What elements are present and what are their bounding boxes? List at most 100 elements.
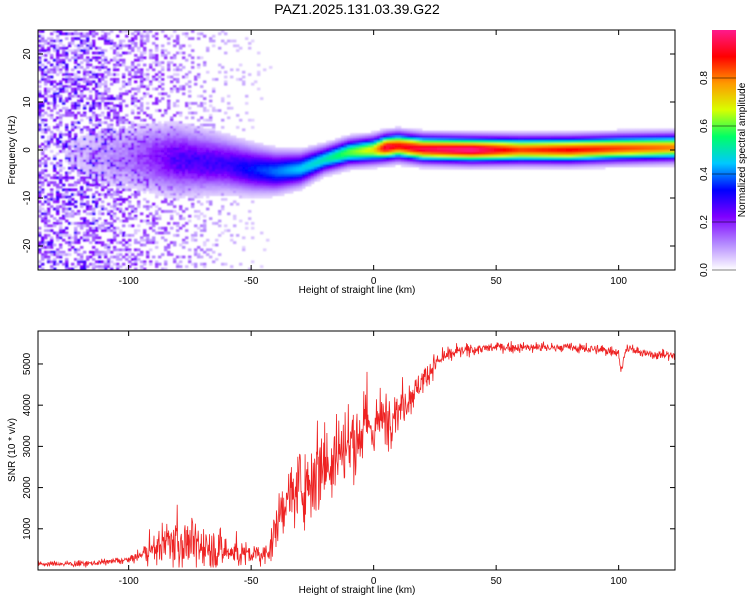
spectrogram-cell (116, 265, 120, 268)
spectrogram-cell (74, 166, 78, 170)
spectrogram-cell (251, 159, 255, 163)
spectrogram-cell (203, 150, 207, 153)
spectrogram-cell (206, 46, 210, 50)
spectrogram-cell (68, 214, 72, 218)
spectrogram-cell (152, 241, 156, 244)
spectrogram-cell (203, 118, 207, 122)
spectrogram-cell (47, 207, 51, 211)
spectrogram-cell (365, 142, 369, 146)
spectrogram-cell (413, 159, 417, 163)
spectrogram-cell (188, 198, 192, 201)
spectrogram-cell (122, 51, 126, 55)
spectrogram-cell (233, 190, 237, 194)
spectrogram-cell (140, 37, 144, 40)
spectrogram-cell (200, 224, 204, 228)
spectrogram-cell (446, 145, 450, 148)
spectrogram-cell (92, 181, 96, 184)
spectrogram-cell (41, 30, 45, 33)
spectrogram-cell (329, 174, 333, 177)
spectrogram-cell (194, 186, 198, 189)
spectrogram-cell (263, 159, 267, 163)
spectrogram-cell (92, 56, 96, 60)
spectrogram-cell (194, 150, 198, 153)
spectrogram-cell (113, 111, 117, 115)
spectrogram-cell (110, 109, 114, 112)
spectrogram-cell (155, 217, 159, 220)
spectrogram-cell (242, 159, 246, 163)
spectrogram-cell (194, 214, 198, 218)
spectrogram-cell (170, 140, 174, 144)
spectrogram-cell (221, 99, 225, 103)
spectrogram-cell (494, 140, 498, 144)
spectrogram-cell (179, 51, 183, 55)
spectrogram-cell (413, 135, 417, 139)
spectrogram-cell (257, 166, 261, 170)
spectrogram-cell (434, 135, 438, 139)
spectrogram-cell (197, 162, 201, 165)
spectrogram-cell (92, 116, 96, 120)
spectrogram-cell (38, 186, 42, 189)
spectrogram-cell (122, 157, 126, 160)
spectrogram-cell (194, 140, 198, 144)
spectrogram-cell (413, 133, 417, 136)
spectrogram-cell (176, 176, 180, 180)
spectrogram-cell (104, 154, 108, 158)
spectrogram-cell (425, 162, 429, 165)
spectrogram-cell (203, 97, 207, 100)
spectrogram-cell (44, 92, 48, 96)
spectrogram-cell (152, 61, 156, 64)
spectrogram-cell (347, 152, 351, 156)
spectrogram-cell (116, 174, 120, 177)
spectrogram-cell (140, 54, 144, 57)
spectrogram-cell (197, 63, 201, 67)
spectrogram-cell (188, 162, 192, 165)
spectrogram-cell (137, 147, 141, 151)
spectrogram-cell (62, 102, 66, 105)
spectrogram-cell (470, 133, 474, 136)
spectrogram-cell (149, 222, 153, 225)
spectrogram-cell (386, 138, 390, 141)
spectrogram-cell (467, 159, 471, 163)
spectrogram-cell (224, 147, 228, 151)
spectrogram-cell (443, 164, 447, 168)
spectrogram-cell (161, 210, 165, 213)
spectrogram-cell (101, 250, 105, 254)
spectrogram-cell (107, 226, 111, 230)
spectrogram-cell (167, 164, 171, 168)
spectrogram-cell (206, 118, 210, 122)
spectrogram-cell (95, 152, 99, 156)
spectrogram-cell (170, 75, 174, 79)
spectrogram-cell (491, 152, 495, 156)
spectrogram-cell (104, 87, 108, 91)
spectrogram-cell (236, 49, 240, 52)
spectrogram-cell (134, 75, 138, 79)
spectrogram-cell (161, 176, 165, 180)
spectrogram-cell (275, 190, 279, 194)
spectrogram-cell (170, 87, 174, 91)
spectrogram-cell (380, 142, 384, 146)
spectrogram-cell (314, 157, 318, 160)
spectrogram-cell (167, 166, 171, 170)
spectrogram-cell (434, 152, 438, 156)
spectrogram-cell (404, 138, 408, 141)
spectrogram-cell (233, 171, 237, 175)
spectrogram-cell (89, 70, 93, 74)
spectrogram-cell (86, 78, 90, 81)
spectrogram-cell (95, 174, 99, 177)
spectrogram-cell (305, 157, 309, 160)
spectrogram-cell (278, 181, 282, 184)
spectrogram-cell (98, 68, 102, 72)
spectrogram-cell (365, 138, 369, 141)
spectrogram-cell (134, 152, 138, 156)
spectrogram-cell (437, 162, 441, 165)
spectrogram-cell (155, 154, 159, 158)
spectrogram-cell (140, 133, 144, 136)
spectrogram-cell (242, 169, 246, 172)
spectrogram-cell (320, 142, 324, 146)
spectrogram-cell (71, 176, 75, 180)
spectrogram-cell (92, 200, 96, 204)
spectrogram-cell (110, 147, 114, 151)
spectrogram-cell (185, 34, 189, 38)
spectrogram-cell (284, 188, 288, 192)
spectrogram-cell (176, 147, 180, 151)
